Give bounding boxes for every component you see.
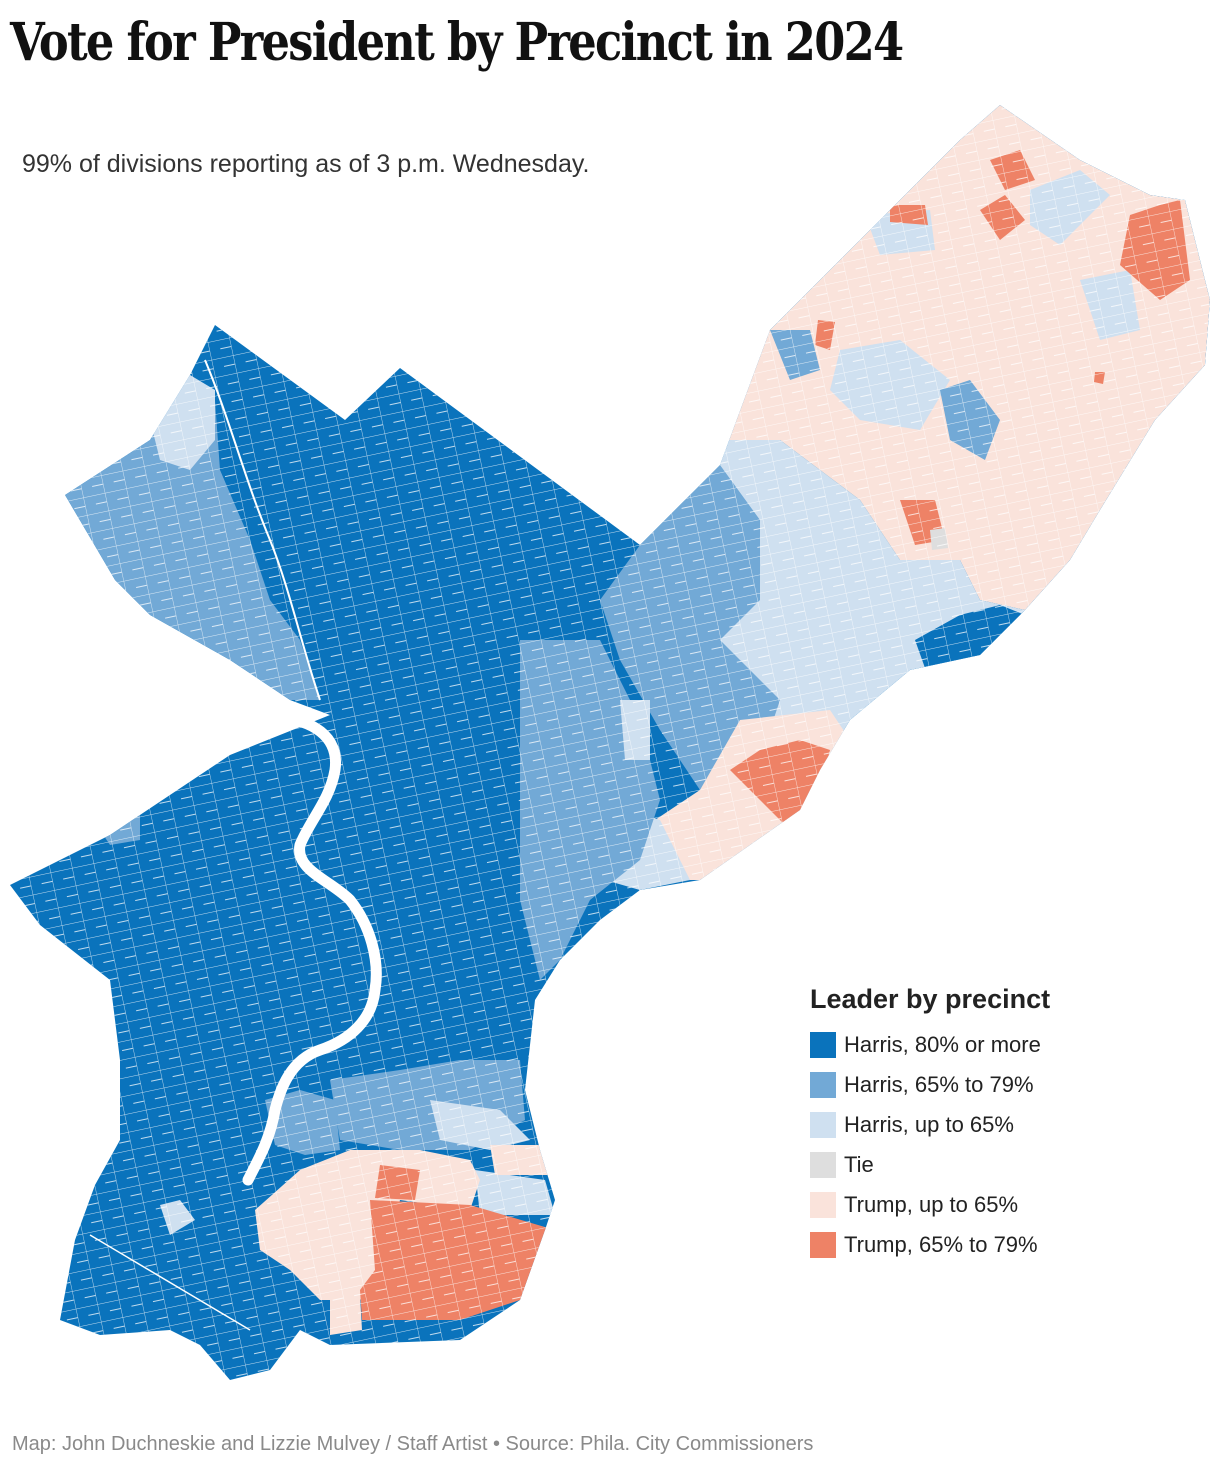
legend: Leader by precinct Harris, 80% or more H… bbox=[810, 984, 1190, 1265]
legend-item-trump-up-to-65: Trump, up to 65% bbox=[810, 1185, 1190, 1225]
legend-label: Harris, 65% to 79% bbox=[844, 1072, 1034, 1097]
legend-item-tie: Tie bbox=[810, 1145, 1190, 1185]
legend-swatch bbox=[810, 1192, 836, 1218]
legend-label: Harris, up to 65% bbox=[844, 1112, 1014, 1137]
subtitle: 99% of divisions reporting as of 3 p.m. … bbox=[22, 150, 590, 178]
legend-item-harris-up-to-65: Harris, up to 65% bbox=[810, 1105, 1190, 1145]
legend-item-trump-65-79: Trump, 65% to 79% bbox=[810, 1225, 1190, 1265]
legend-title: Leader by precinct bbox=[810, 984, 1051, 1014]
legend-swatch bbox=[810, 1152, 836, 1178]
legend-label: Tie bbox=[844, 1152, 874, 1177]
page-title: Vote for President by Precinct in 2024 bbox=[10, 12, 904, 73]
legend-label: Trump, 65% to 79% bbox=[844, 1232, 1038, 1257]
creek-line bbox=[204, 359, 321, 701]
legend-item-harris-80: Harris, 80% or more bbox=[810, 1025, 1190, 1065]
schuylkill-river bbox=[242, 712, 382, 1186]
source-credit: Map: John Duchneskie and Lizzie Mulvey /… bbox=[12, 1433, 814, 1455]
legend-label: Harris, 80% or more bbox=[844, 1032, 1041, 1057]
legend-label: Trump, up to 65% bbox=[844, 1192, 1019, 1217]
legend-swatch bbox=[810, 1232, 836, 1258]
creek-line-2 bbox=[89, 1234, 251, 1331]
legend-item-harris-65-79: Harris, 65% to 79% bbox=[810, 1065, 1190, 1105]
legend-swatch bbox=[810, 1072, 836, 1098]
legend-swatch bbox=[810, 1032, 836, 1058]
legend-swatch bbox=[810, 1112, 836, 1138]
